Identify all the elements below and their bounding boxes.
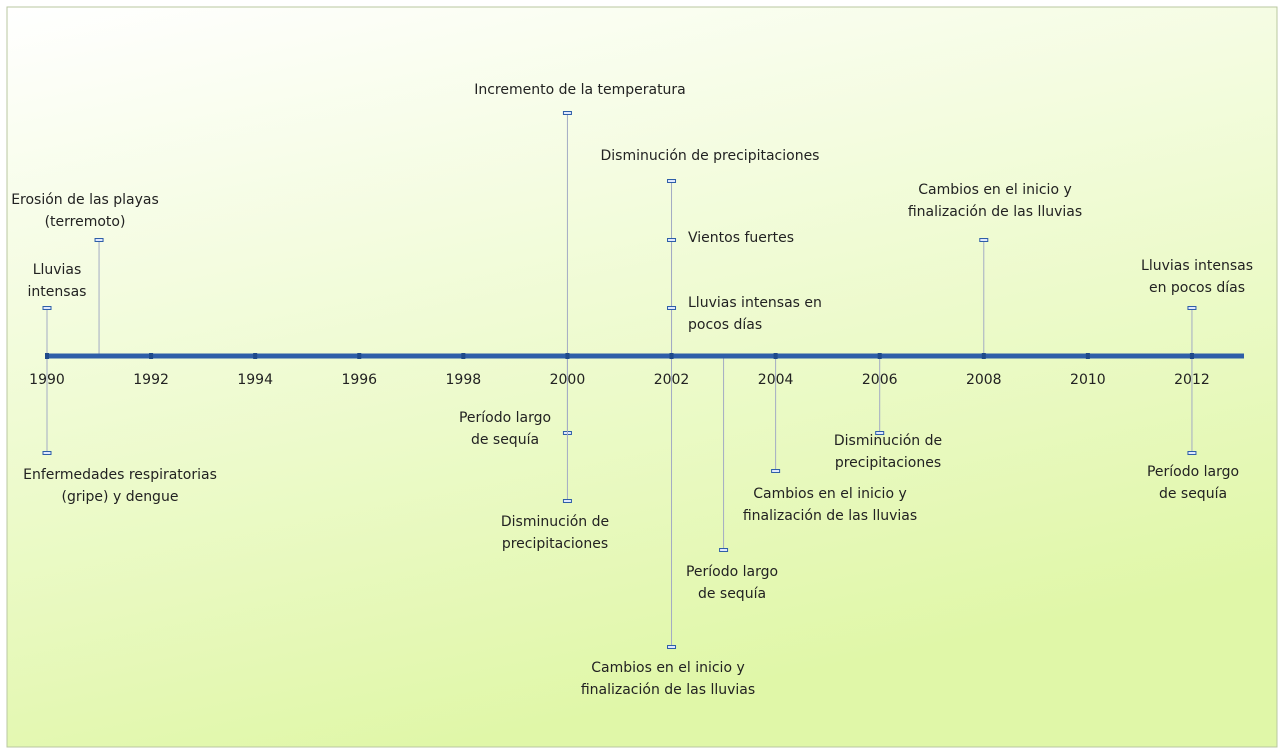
event-marker xyxy=(667,645,677,649)
x-tick-label: 2002 xyxy=(654,372,690,388)
x-tick xyxy=(461,353,466,359)
x-tick-label: 2004 xyxy=(758,372,794,388)
event-marker xyxy=(667,238,677,242)
x-tick xyxy=(45,353,49,359)
event-label: finalización de las lluvias xyxy=(581,682,755,698)
event-label: Período largo xyxy=(459,410,551,426)
event-label: finalización de las lluvias xyxy=(908,204,1082,220)
event-label: (gripe) y dengue xyxy=(62,489,179,505)
event-label: Vientos fuertes xyxy=(688,230,794,246)
event-label: de sequía xyxy=(471,432,539,448)
event-label: Período largo xyxy=(686,564,778,580)
background xyxy=(6,6,1278,748)
event-marker xyxy=(562,111,572,115)
event-label: de sequía xyxy=(1159,486,1227,502)
event-marker xyxy=(979,238,989,242)
event-label: Incremento de la temperatura xyxy=(474,82,686,98)
event-label: Período largo xyxy=(1147,464,1239,480)
x-tick-label: 1998 xyxy=(446,372,482,388)
x-tick xyxy=(565,353,570,359)
x-tick xyxy=(981,353,986,359)
event-marker xyxy=(719,548,729,552)
event-marker xyxy=(1187,306,1197,310)
event-label: Cambios en el inicio y xyxy=(918,182,1072,198)
x-tick-label: 2010 xyxy=(1070,372,1106,388)
x-tick xyxy=(669,353,674,359)
event-marker xyxy=(875,431,885,435)
x-tick-label: 2000 xyxy=(550,372,586,388)
x-tick xyxy=(357,353,362,359)
event-label: Enfermedades respiratorias xyxy=(23,467,217,483)
event-label: Cambios en el inicio y xyxy=(753,486,907,502)
event-marker xyxy=(1187,451,1197,455)
event-marker xyxy=(667,179,677,183)
event-marker xyxy=(94,238,104,242)
x-tick-label: 1990 xyxy=(29,372,65,388)
x-tick-label: 1996 xyxy=(341,372,377,388)
event-marker xyxy=(667,306,677,310)
event-label: precipitaciones xyxy=(835,455,941,471)
event-label: Lluvias intensas en xyxy=(688,295,822,311)
event-label: Erosión de las playas xyxy=(11,192,159,208)
event-label: precipitaciones xyxy=(502,536,608,552)
event-label: finalización de las lluvias xyxy=(743,508,917,524)
event-label: Lluvias xyxy=(33,262,82,278)
x-tick-label: 2008 xyxy=(966,372,1002,388)
event-label: intensas xyxy=(28,284,87,300)
event-marker xyxy=(42,451,52,455)
event-marker xyxy=(42,306,52,310)
x-tick xyxy=(253,353,258,359)
x-tick-label: 2012 xyxy=(1174,372,1210,388)
x-tick-label: 2006 xyxy=(862,372,898,388)
event-label: en pocos días xyxy=(1149,280,1245,296)
event-label: pocos días xyxy=(688,317,762,333)
x-tick-label: 1992 xyxy=(133,372,169,388)
x-tick xyxy=(149,353,154,359)
event-label: Disminución de xyxy=(834,433,942,449)
event-marker xyxy=(562,499,572,503)
event-marker xyxy=(771,469,781,473)
event-label: Cambios en el inicio y xyxy=(591,660,745,676)
event-label: Disminución de xyxy=(501,514,609,530)
event-label: Lluvias intensas xyxy=(1141,258,1253,274)
event-label: Disminución de precipitaciones xyxy=(601,148,820,164)
x-tick xyxy=(877,353,882,359)
x-tick-label: 1994 xyxy=(237,372,273,388)
x-tick xyxy=(1189,353,1194,359)
x-tick xyxy=(1085,353,1090,359)
x-tick xyxy=(773,353,778,359)
event-label: de sequía xyxy=(698,586,766,602)
event-label: (terremoto) xyxy=(45,214,126,230)
